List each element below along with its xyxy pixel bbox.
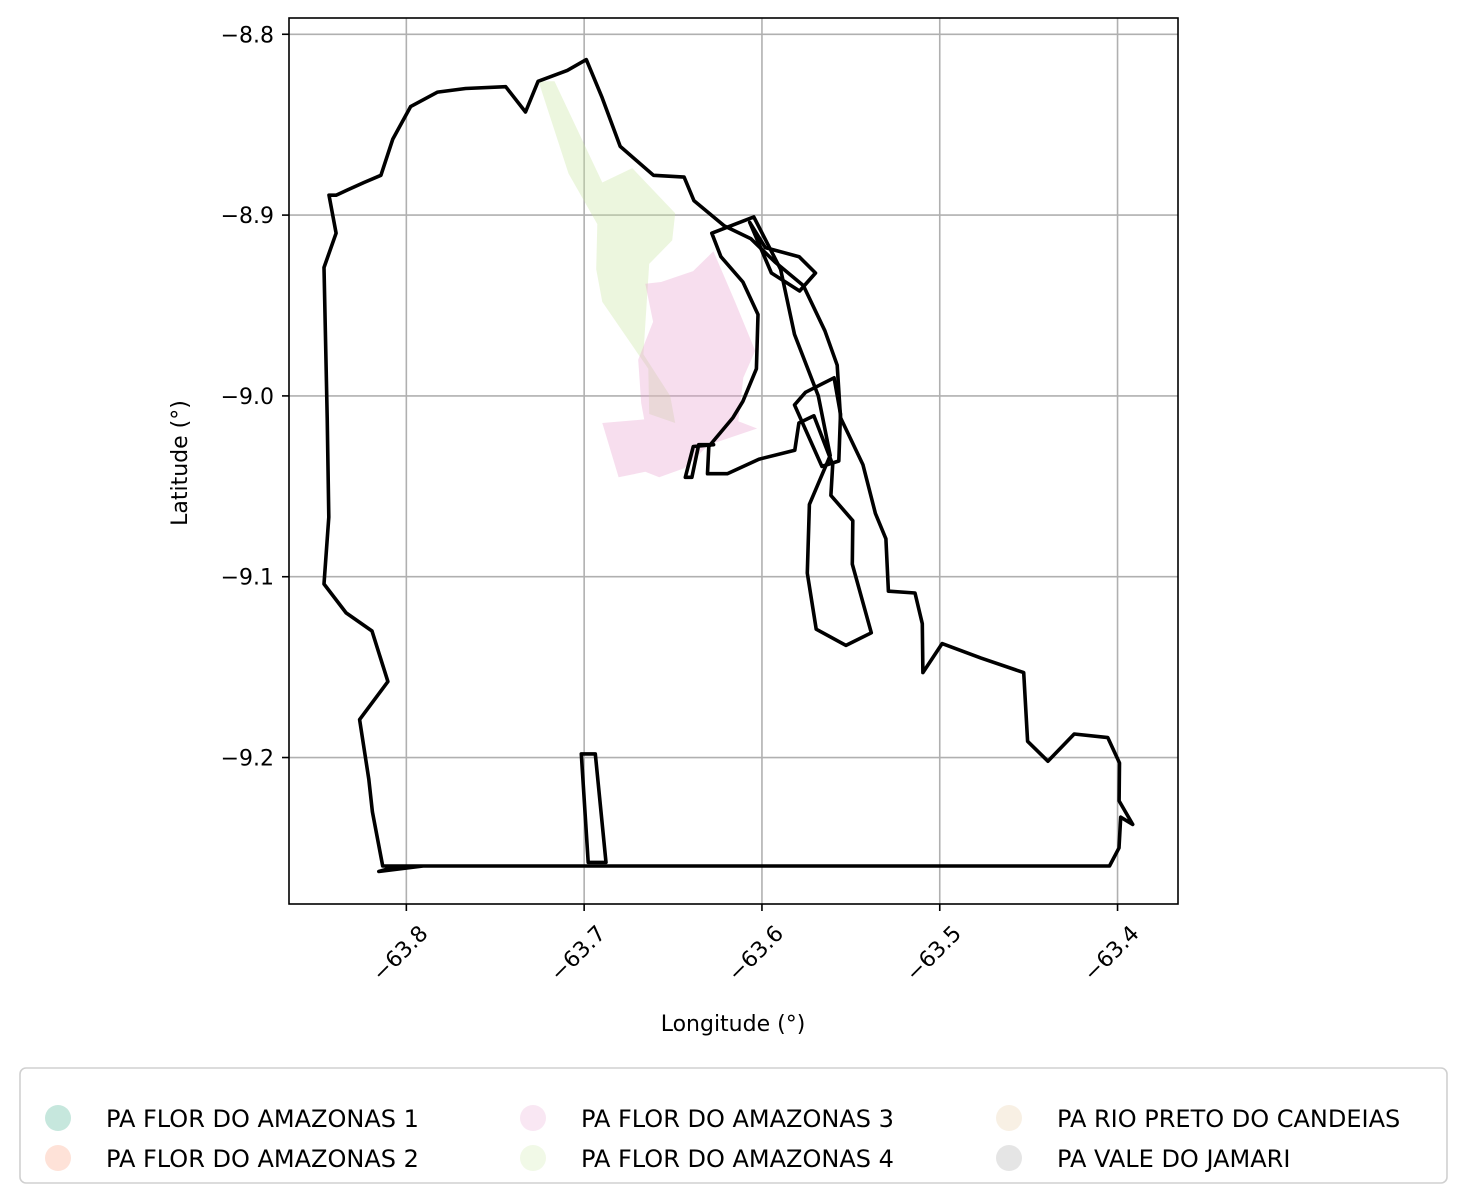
legend-marker-1 xyxy=(45,1145,71,1171)
legend-label-3: PA FLOR DO AMAZONAS 4 xyxy=(581,1145,894,1173)
x-axis-label: Longitude (°) xyxy=(661,1012,806,1037)
y-axis-label: Latitude (°) xyxy=(168,400,193,526)
legend-marker-2 xyxy=(520,1105,546,1131)
y-tick-label-4: −9.2 xyxy=(221,747,274,772)
map-grid xyxy=(289,18,1178,904)
plot-frame xyxy=(288,17,1179,905)
y-axis-ticks: −8.8 −8.9 −9.0 −9.1 −9.2 xyxy=(221,23,289,772)
legend-label-1: PA FLOR DO AMAZONAS 2 xyxy=(106,1145,419,1173)
legend-marker-4 xyxy=(996,1105,1022,1131)
area-0 xyxy=(538,81,676,424)
boundary-3 xyxy=(747,220,818,293)
y-tick-label-0: −8.8 xyxy=(221,23,274,48)
legend-marker-5 xyxy=(996,1145,1022,1171)
boundary-2 xyxy=(792,375,843,469)
boundary-5 xyxy=(579,752,608,865)
legend: PA FLOR DO AMAZONAS 1 PA FLOR DO AMAZONAS… xyxy=(19,1067,1448,1184)
y-tick-label-2: −9.0 xyxy=(221,385,274,410)
map-boundaries xyxy=(322,57,1135,874)
legend-label-4: PA RIO PRETO DO CANDEIAS xyxy=(1057,1105,1400,1133)
legend-frame xyxy=(19,1067,1448,1184)
legend-marker-0 xyxy=(45,1105,71,1131)
legend-marker-3 xyxy=(520,1145,546,1171)
boundary-4 xyxy=(683,442,716,480)
boundary-0 xyxy=(322,57,1135,874)
legend-label-0: PA FLOR DO AMAZONAS 1 xyxy=(106,1105,419,1133)
legend-label-5: PA VALE DO JAMARI xyxy=(1057,1145,1290,1173)
legend-label-2: PA FLOR DO AMAZONAS 3 xyxy=(581,1105,894,1133)
y-tick-label-3: −9.1 xyxy=(221,566,274,591)
legend-items: PA FLOR DO AMAZONAS 1 PA FLOR DO AMAZONAS… xyxy=(45,1105,1400,1173)
map-areas xyxy=(538,81,758,478)
area-1 xyxy=(602,251,758,478)
y-tick-label-1: −8.9 xyxy=(221,204,274,229)
